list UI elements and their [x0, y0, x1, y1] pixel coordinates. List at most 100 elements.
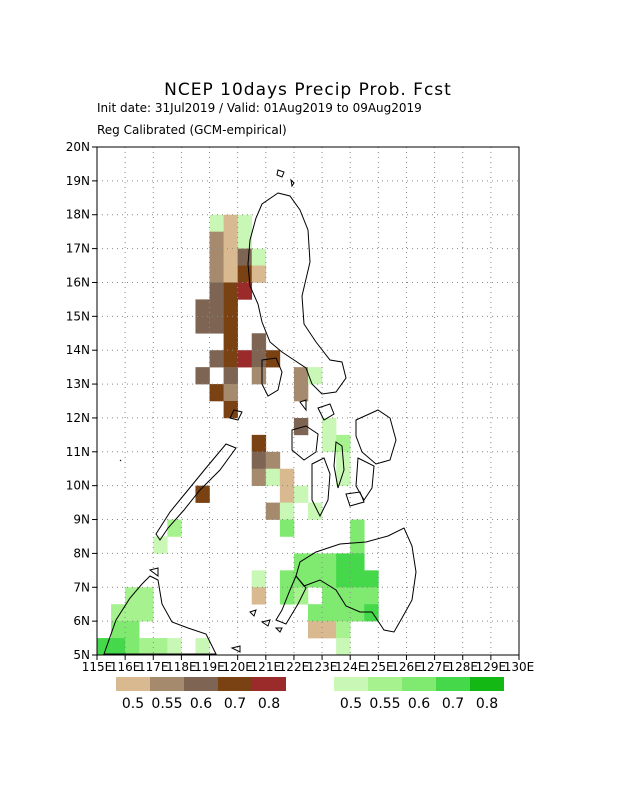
- prob-cell: [139, 604, 154, 622]
- prob-cell: [237, 231, 253, 249]
- lon-tick-label: 117E: [138, 660, 169, 674]
- prob-cell: [209, 282, 224, 300]
- prob-cell: [293, 553, 309, 571]
- prob-cell: [111, 638, 126, 656]
- prob-cell: [350, 519, 365, 537]
- prob-cell: [308, 553, 323, 571]
- prob-cell: [293, 587, 309, 605]
- prob-cell: [195, 299, 210, 317]
- lat-tick-label: 17N: [66, 242, 90, 256]
- coastline-masbate: [317, 403, 335, 421]
- dry-legend-swatch: [252, 677, 286, 691]
- prob-cell: [195, 485, 210, 503]
- prob-cell: [167, 638, 182, 656]
- prob-cell: [322, 570, 337, 588]
- wet-legend-label: 0.5: [340, 696, 362, 712]
- prob-cell: [195, 638, 210, 656]
- coastline-luzon: [247, 192, 347, 395]
- lat-tick-label: 10N: [66, 479, 90, 493]
- prob-cell: [308, 621, 323, 639]
- wet-legend-swatch: [436, 677, 470, 691]
- coastline-dot: [119, 459, 122, 462]
- prob-cell: [223, 231, 238, 249]
- lon-tick-label: 124E: [335, 660, 366, 674]
- prob-cell: [336, 604, 351, 622]
- prob-cell: [322, 553, 337, 571]
- prob-cell: [223, 384, 238, 402]
- prob-cell: [293, 570, 309, 588]
- lon-tick-label: 115E: [82, 660, 113, 674]
- lat-tick-label: 9N: [73, 513, 90, 527]
- coastline-palawan: [155, 443, 237, 541]
- prob-cell: [223, 299, 238, 317]
- prob-cell: [308, 604, 323, 622]
- map-title: NCEP 10days Precip Prob. Fcst: [164, 80, 452, 100]
- prob-cell: [237, 350, 253, 368]
- wet-legend-label: 0.55: [369, 696, 400, 712]
- wet-legend-swatch: [470, 677, 504, 691]
- dry-legend-swatch: [116, 677, 150, 691]
- prob-cell: [265, 502, 281, 520]
- wet-legend-swatch: [334, 677, 368, 691]
- lon-tick-label: 118E: [166, 660, 197, 674]
- prob-cell: [350, 553, 365, 571]
- prob-cell: [308, 502, 323, 520]
- prob-cell: [336, 587, 351, 605]
- prob-cell: [251, 333, 267, 351]
- prob-cell: [279, 468, 295, 486]
- dry-legend-label: 0.7: [224, 696, 246, 712]
- prob-cell: [209, 384, 224, 402]
- coastline-luzon-islet: [276, 169, 285, 178]
- map-frame: [96, 146, 520, 656]
- prob-cell: [125, 604, 140, 622]
- prob-cell: [336, 553, 351, 571]
- prob-cell: [336, 638, 351, 656]
- prob-cell: [125, 621, 140, 639]
- coastline-sulu: [230, 609, 283, 653]
- dry-legend-label: 0.55: [151, 696, 182, 712]
- prob-cell: [223, 333, 238, 351]
- prob-cell: [336, 621, 351, 639]
- map-grid: [97, 147, 519, 655]
- lon-tick-label: 130E: [504, 660, 535, 674]
- prob-cell: [279, 570, 295, 588]
- wet-legend-label: 0.8: [476, 696, 498, 712]
- prob-cell: [322, 434, 337, 453]
- coastline-romblon: [299, 399, 307, 412]
- prob-cell: [279, 502, 295, 520]
- coastline-negros: [311, 457, 331, 518]
- prob-cell: [139, 587, 154, 605]
- prob-cell: [125, 638, 140, 656]
- prob-cell: [293, 417, 309, 436]
- prob-cell: [111, 621, 126, 639]
- lat-tick-label: 12N: [66, 411, 90, 425]
- prob-cell: [336, 570, 351, 588]
- prob-cell: [293, 485, 309, 503]
- coastline-panay: [291, 425, 319, 461]
- lat-tick-label: 13N: [66, 377, 90, 391]
- prob-cell: [209, 214, 224, 232]
- prob-cell: [279, 587, 295, 605]
- prob-cell: [251, 570, 267, 588]
- coastline-calamian: [229, 409, 243, 421]
- prob-cell: [195, 316, 210, 334]
- prob-cell: [350, 570, 365, 588]
- prob-cell: [364, 570, 379, 588]
- probability-cells: [97, 214, 379, 656]
- prob-cell: [350, 536, 365, 554]
- prob-cell: [223, 282, 238, 300]
- lon-tick-label: 121E: [251, 660, 282, 674]
- prob-cell: [209, 248, 224, 266]
- lat-tick-label: 6N: [73, 614, 90, 628]
- prob-cell: [293, 384, 309, 402]
- prob-cell: [223, 316, 238, 334]
- prob-cell: [251, 350, 267, 368]
- lat-tick-label: 16N: [66, 275, 90, 289]
- prob-cell: [336, 434, 351, 453]
- prob-cell: [308, 367, 323, 385]
- prob-cell: [209, 350, 224, 368]
- coastline-mindanao: [295, 527, 417, 633]
- prob-cell: [251, 434, 267, 453]
- prob-cell: [279, 519, 295, 537]
